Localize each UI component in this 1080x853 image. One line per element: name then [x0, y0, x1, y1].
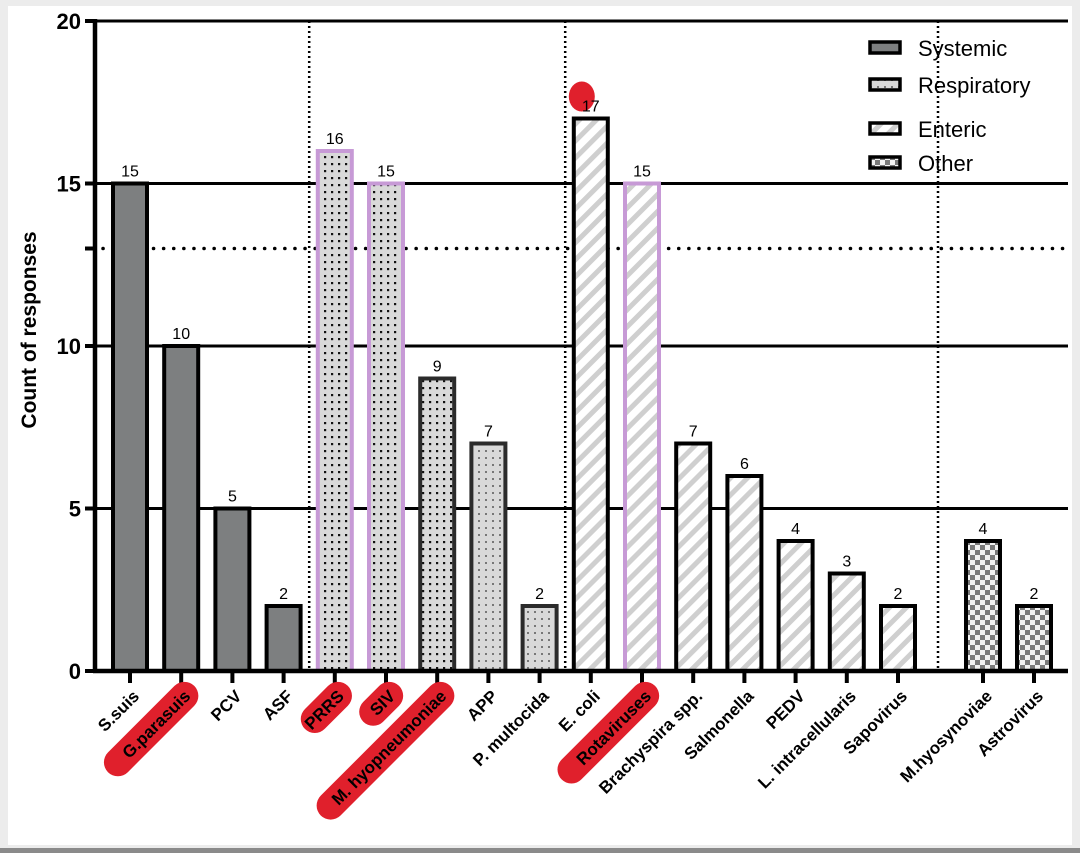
bar-app	[469, 441, 508, 673]
x-category-label-group: APP	[463, 687, 501, 725]
y-tick-label: 0	[69, 659, 81, 684]
red-highlight-mark	[316, 681, 455, 820]
x-category-label: M.hyosynoviae	[896, 687, 996, 787]
red-annotation-dot	[568, 81, 595, 112]
bar-salmonella	[725, 474, 764, 673]
red-highlight-mark	[300, 681, 352, 734]
bar-e-coli	[571, 116, 610, 673]
bar-sapovirus	[879, 604, 917, 673]
bar-rotaviruses	[623, 181, 661, 673]
data-label: 17	[582, 99, 600, 116]
bar-p-multocida	[520, 604, 559, 673]
legend-label: Other	[918, 151, 973, 176]
bar-l-intracellularis	[827, 571, 866, 673]
x-category-label-group: PRRS	[300, 681, 352, 734]
bottom-strip	[0, 848, 1080, 853]
x-category-label: PEDV	[762, 686, 809, 733]
legend-swatch-systemic	[868, 40, 902, 55]
red-highlight-mark	[359, 681, 404, 726]
data-label: 4	[791, 521, 800, 538]
bar-s-suis	[111, 181, 149, 673]
legend-item-enteric: Enteric	[868, 117, 986, 142]
data-label: 6	[740, 456, 749, 473]
legend-label: Enteric	[918, 117, 986, 142]
legend-item-respiratory: Respiratory	[868, 73, 1030, 98]
legend-item-other: Other	[868, 151, 973, 176]
data-label: 7	[484, 424, 493, 441]
x-category-label: APP	[463, 687, 501, 725]
data-label: 15	[121, 164, 139, 181]
x-category-label-group: PCV	[207, 686, 246, 725]
bar-brachyspira-spp-	[674, 441, 713, 673]
y-tick-label: 5	[69, 497, 81, 522]
x-category-label: ASF	[259, 687, 296, 724]
data-label: 9	[433, 359, 442, 376]
data-label: 2	[1030, 586, 1039, 603]
y-tick-label: 15	[57, 172, 81, 197]
bar-m-hyopneumoniae	[418, 376, 457, 673]
data-label: 2	[535, 586, 544, 603]
bar-asf	[264, 604, 303, 673]
bar-siv	[367, 181, 405, 673]
data-label: 4	[979, 521, 988, 538]
x-category-label: PCV	[207, 686, 246, 725]
x-category-label-group: PEDV	[762, 686, 809, 733]
data-label: 2	[894, 586, 903, 603]
data-label: 3	[842, 554, 851, 571]
y-tick-label: 20	[57, 9, 81, 34]
data-label: 5	[228, 489, 237, 506]
red-highlight-mark	[103, 681, 199, 777]
bar-astrovirus	[1015, 604, 1053, 673]
data-label: 2	[279, 586, 288, 603]
data-label: 15	[633, 164, 651, 181]
red-highlight-mark	[557, 681, 660, 784]
bar-m-hyosynoviae	[964, 539, 1002, 673]
legend-swatch-enteric	[868, 121, 902, 136]
legend-label: Respiratory	[918, 73, 1030, 98]
data-label: 16	[326, 131, 344, 148]
bar-pedv	[776, 539, 815, 673]
data-label: 7	[689, 424, 698, 441]
legend-swatch-respiratory	[868, 77, 902, 92]
x-category-label-group: M.hyosynoviae	[896, 687, 996, 787]
legend-item-systemic: Systemic	[868, 36, 1007, 61]
y-axis-title: Count of responses	[18, 231, 41, 428]
x-category-label-group: ASF	[259, 687, 296, 724]
bar-g-parasuis	[162, 344, 201, 673]
data-label: 15	[377, 164, 395, 181]
y-tick-label: 10	[57, 334, 81, 359]
legend-swatch-other	[868, 155, 902, 170]
legend-label: Systemic	[918, 36, 1007, 61]
bar-pcv	[213, 506, 252, 673]
bar-prrs	[315, 149, 354, 673]
data-label: 10	[172, 326, 190, 343]
